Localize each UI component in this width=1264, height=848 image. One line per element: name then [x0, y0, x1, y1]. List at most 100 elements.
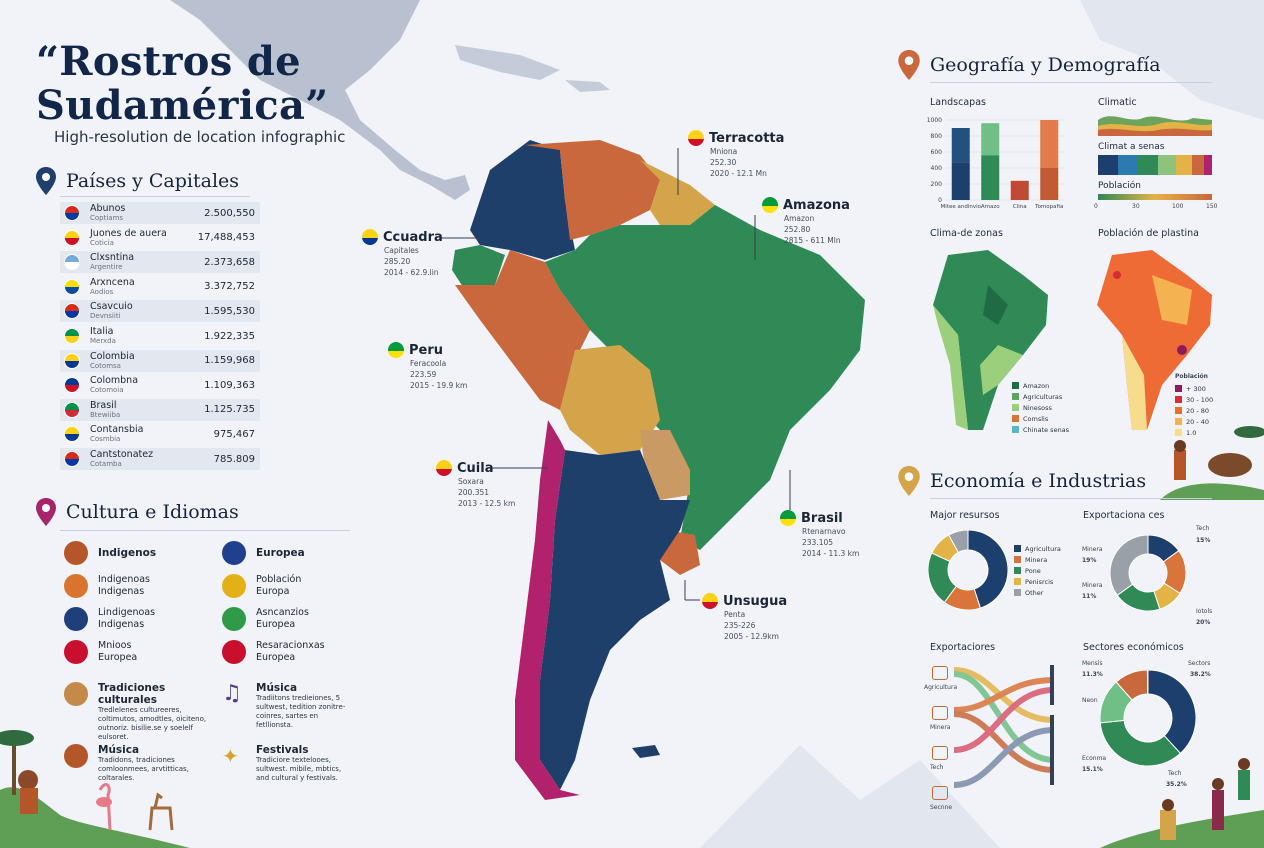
legend-swatch — [1012, 393, 1019, 400]
flow-item-icon — [932, 706, 948, 720]
country-name: Csavcuio — [90, 301, 133, 313]
major-resources-donut — [928, 530, 1008, 610]
culture-heading: Cultura e Idiomas — [36, 498, 239, 526]
country-name-cell: Csavcuio Devnsiiti — [90, 301, 185, 321]
country-name-cell: Brasil Btewiiba — [90, 400, 185, 419]
country-row: Brasil Btewiiba 1.125.735 — [60, 398, 260, 421]
callout-l3: 2815 - 611 Mln — [784, 236, 841, 245]
callout-l1: Rtenarnavo — [802, 527, 846, 536]
eu-flag-icon — [222, 541, 246, 565]
country-value: 3.372,752 — [204, 281, 255, 293]
exports-donut — [1110, 535, 1186, 611]
legend-item: 20 - 80 — [1175, 405, 1213, 416]
country-name: Contansbia — [90, 424, 144, 436]
climatic-area-chart — [1098, 116, 1212, 136]
region-venezuela — [525, 140, 660, 240]
country-capital: Cotomoia — [90, 386, 124, 395]
culture-item-desc: Europea — [256, 652, 296, 663]
location-pin-icon — [898, 466, 920, 496]
country-capital: Coptiams — [90, 214, 124, 222]
page-subtitle: High-resolution de location infographic — [54, 128, 346, 146]
legend-item: Comslis — [1012, 413, 1069, 424]
legend-swatch — [1014, 567, 1021, 574]
country-flag-icon — [64, 426, 80, 443]
country-name-cell: Abunos Coptiams — [90, 203, 185, 223]
country-capital: Aodios — [90, 287, 114, 296]
country-capital: Btewiiba — [90, 410, 121, 419]
export-annot-tech-value: 15% — [1196, 537, 1211, 544]
legend-label: Agriculturas — [1023, 392, 1063, 401]
legend-label: 20 - 80 — [1186, 406, 1210, 415]
country-flag-icon — [64, 401, 80, 418]
callout-l2: 223.59 — [410, 370, 437, 379]
bar — [981, 155, 1000, 200]
country-name: Italia — [90, 326, 114, 337]
culture-item-title: Indigenoas — [98, 574, 150, 585]
callout-l2: 285.20 — [384, 257, 411, 266]
country-name: Clxsntina — [90, 252, 135, 264]
legend-swatch — [1175, 385, 1182, 392]
pop-map-label: Población de plastina — [1098, 228, 1199, 239]
donut-slice — [1100, 719, 1182, 766]
bar-ytick: 800 — [931, 133, 943, 140]
legend-label: Comslis — [1023, 414, 1049, 423]
legend-item: Agricultura — [1014, 543, 1061, 554]
legend-label: Penisrcis — [1025, 577, 1054, 586]
bar — [981, 123, 1000, 156]
bar-ytick: 1000 — [927, 117, 942, 124]
legend-label: Ninesoss — [1023, 403, 1052, 412]
sector-annot-sectors: Sectors — [1188, 660, 1211, 667]
region-chile — [515, 420, 580, 800]
legend-label: Amazon — [1023, 381, 1050, 390]
traditions-item: Tradiciones culturales Tredlelenes cultur… — [64, 682, 214, 742]
festivals-desc: Tradiciore textelooes, sultwest. mibile,… — [256, 756, 342, 782]
callout-name: Brasil — [801, 510, 843, 526]
country-value: 785.809 — [213, 453, 255, 465]
bar-category-label: Mitee andinvio — [941, 204, 982, 210]
country-value: 2.500,550 — [204, 207, 255, 219]
callout-leader-lines — [440, 148, 791, 601]
country-name-cell: Clxsntina Argentire — [90, 252, 185, 272]
bar — [1040, 120, 1059, 168]
callout-l2: 233.105 — [802, 538, 834, 547]
geo-divider — [930, 82, 1212, 83]
callout-l3: 2015 - 19.9 km — [410, 381, 468, 390]
festivals-title: Festivals — [256, 744, 309, 756]
sector-annot-tech: Tech — [1168, 770, 1182, 777]
music1-title: Música — [256, 682, 298, 694]
legend-item: Other — [1014, 587, 1061, 598]
flow-label: Tech — [930, 764, 944, 771]
country-name-cell: Juones de auera Coticia — [90, 228, 185, 247]
callout-name: Cuila — [457, 460, 494, 476]
callout-l1: Feracoola — [410, 359, 447, 368]
exports-label: Exportaciona ces — [1083, 510, 1165, 521]
sector-annot-tech-value: 35.2% — [1166, 781, 1187, 788]
legend-swatch — [1014, 589, 1021, 596]
sombrero-person-icon — [64, 682, 88, 706]
callout-name: Ccuadra — [383, 229, 443, 245]
flow-item-icon — [932, 666, 948, 680]
region-argentina — [540, 450, 690, 790]
music2-desc: Tradidons, tradiciones comloonmees, arvt… — [98, 756, 189, 782]
climate-zones-map — [933, 250, 1048, 430]
pop-tick: 100 — [1172, 203, 1184, 210]
donut-slice — [1146, 670, 1149, 695]
country-row: Csavcuio Devnsiiti 1.595,530 — [60, 300, 260, 323]
exportaciones-label: Exportaciores — [930, 642, 996, 653]
bar — [1010, 180, 1029, 200]
legend-swatch — [1175, 396, 1182, 403]
callout-cuila: Cuila Soxara 200.351 2013 - 12.5 km — [436, 460, 546, 509]
region-peru — [455, 250, 590, 410]
callout-l3: 2014 - 11.3 km — [802, 549, 860, 558]
party-popper-icon: ✦ — [222, 744, 239, 768]
pop-legend: + 300 30 - 100 20 - 80 20 - 40 1.0 — [1175, 383, 1213, 438]
economy-heading-label: Economía e Industrias — [930, 470, 1147, 492]
workers-illustration — [1100, 758, 1264, 848]
bar-ytick: 0 — [938, 197, 942, 204]
callout-flag-icon — [762, 197, 778, 213]
traditions-title: Tradiciones culturales — [98, 682, 166, 706]
flow-label: Minera — [930, 724, 951, 731]
country-name: Abunos — [90, 203, 126, 214]
population-label: Población — [1098, 181, 1142, 191]
